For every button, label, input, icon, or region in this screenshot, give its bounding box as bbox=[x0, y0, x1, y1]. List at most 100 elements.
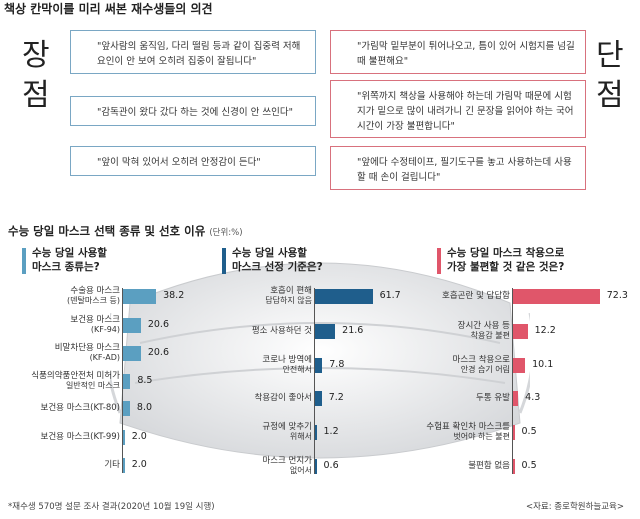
chart2-value-label: 21.6 bbox=[342, 325, 364, 336]
chart1-category-line: (KF-AD) bbox=[89, 353, 120, 362]
chart1-value-label: 38.2 bbox=[163, 290, 185, 301]
chart1-category-line: 보건용 마스크(KT-99) bbox=[40, 432, 120, 442]
chart2-category-line: 착용감이 좋아서 bbox=[254, 393, 312, 403]
chart3-title-line-2: 가장 불편할 것 같은 것은? bbox=[447, 261, 565, 273]
chart1-bar bbox=[123, 346, 141, 361]
pro-opinion-2: "감독관이 왔다 갔다 하는 것에 신경이 안 쓰인다" bbox=[70, 96, 316, 126]
chart3-value-label: 0.5 bbox=[521, 460, 537, 471]
chart2-category-line: 마스크 먼지가 bbox=[262, 456, 312, 466]
con-opinion-1: "가림막 밑부분이 튀어나오고, 틈이 있어 시험지를 넘길 때 불편해요" bbox=[330, 30, 586, 74]
chart1-category-label: 보건용 마스크(KT-80) bbox=[41, 403, 120, 413]
chart1-category-label: 보건용 마스크 (KF-94) bbox=[70, 315, 120, 335]
chart2-bar bbox=[315, 324, 336, 339]
chart1-value-label: 2.0 bbox=[131, 431, 147, 442]
chart3-value-label: 0.5 bbox=[521, 426, 537, 437]
chart2-category-label: 착용감이 좋아서 bbox=[255, 393, 312, 403]
survey-footnote: *재수생 570명 설문 조사 결과(2020년 10월 19일 시행) bbox=[8, 502, 215, 512]
chart1-category-line: (덴탈마스크 등) bbox=[67, 296, 120, 305]
chart3-title-line-1: 수능 당일 마스크 착용으로 bbox=[447, 247, 565, 259]
chart2-bar bbox=[315, 358, 323, 373]
chart1-category-label: 수술용 마스크 (덴탈마스크 등) bbox=[67, 286, 120, 306]
chart3-axis bbox=[512, 288, 513, 474]
chart2-value-label: 0.6 bbox=[323, 460, 339, 471]
chart1-category-line: 보건용 마스크 bbox=[70, 315, 120, 325]
chart1-category-line: 식품의약품안전처 미허가 bbox=[31, 371, 120, 381]
chart3-category-line: 벗어야 하는 불편 bbox=[453, 432, 510, 441]
pro-opinion-3: "앞이 막혀 있어서 오히려 안정감이 든다" bbox=[70, 146, 316, 176]
chart2-title-line-2: 마스크 선정 기준은? bbox=[232, 261, 323, 273]
chart3-value-label: 4.3 bbox=[525, 392, 541, 403]
chart2-category-line: 호흡이 편해 bbox=[270, 286, 312, 296]
chart1-value-label: 2.0 bbox=[131, 459, 147, 470]
chart1-bar bbox=[123, 430, 125, 445]
chart3-bar bbox=[513, 324, 528, 339]
source-credit: <자료: 종로학원하늘교육> bbox=[525, 502, 624, 512]
pro-opinion-1: "앞사람의 움직임, 다리 떨림 등과 같이 집중력 저해 요인이 안 보여 오… bbox=[70, 30, 316, 74]
chart3-category-label: 마스크 착용으로 안경 습기 어림 bbox=[453, 355, 510, 375]
chart2-bar bbox=[315, 289, 373, 304]
chart3-category-line: 호흡곤란 및 답답함 bbox=[442, 291, 510, 301]
chart-section-title-text: 수능 당일 마스크 선택 종류 및 선호 이유 bbox=[8, 224, 206, 238]
chart2-bar bbox=[315, 459, 317, 474]
chart3-category-line: 두통 유발 bbox=[476, 393, 510, 403]
chart3-title: 수능 당일 마스크 착용으로 가장 불편할 것 같은 것은? bbox=[437, 246, 564, 274]
con-opinion-3: "앞에다 수정테이프, 필기도구를 놓고 사용하는데 사용할 때 손이 걸립니다… bbox=[330, 146, 586, 190]
con-opinion-2: "위쪽까지 책상을 사용해야 하는데 가림막 때문에 시험지가 밑으로 많이 내… bbox=[330, 80, 586, 138]
chart2-title-line-1: 수능 당일 사용할 bbox=[232, 247, 307, 259]
chart2-category-line: 답답하지 않음 bbox=[265, 296, 312, 305]
chart1-category-label: 기타 bbox=[104, 460, 120, 470]
chart2-category-label: 호흡이 편해 답답하지 않음 bbox=[265, 286, 312, 306]
chart2-category-line: 규정에 맞추기 bbox=[262, 422, 312, 432]
cons-label-char-2: 점 bbox=[596, 78, 624, 113]
cons-label-char-1: 단 bbox=[596, 38, 624, 73]
chart2-category-line: 위해서 bbox=[289, 432, 312, 441]
chart1-category-line: 기타 bbox=[104, 460, 120, 470]
chart3-category-line: 수험표 확인차 마스크를 bbox=[426, 422, 510, 432]
chart3-category-label: 장시간 사용 등 착용감 불편 bbox=[458, 321, 510, 341]
infographic-title: 책상 칸막이를 미리 써본 재수생들의 의견 bbox=[4, 2, 213, 16]
chart1-category-label: 식품의약품안전처 미허가 일반적인 마스크 bbox=[31, 371, 120, 391]
pros-label-char-2: 점 bbox=[22, 78, 50, 113]
chart1-axis bbox=[122, 288, 123, 473]
chart3-category-line: 장시간 사용 등 bbox=[457, 321, 510, 331]
chart1-bar bbox=[123, 318, 141, 333]
chart2-bar bbox=[315, 391, 322, 406]
chart1-value-label: 8.5 bbox=[137, 375, 153, 386]
chart1-bar bbox=[123, 374, 131, 389]
chart3-category-line: 안경 습기 어림 bbox=[460, 365, 510, 374]
chart3-category-line: 마스크 착용으로 bbox=[452, 355, 510, 365]
chart2-bar bbox=[315, 425, 317, 440]
chart3-category-line: 불편함 없음 bbox=[468, 461, 510, 471]
chart1-category-line: 보건용 마스크(KT-80) bbox=[40, 403, 120, 413]
chart2-category-label: 규정에 맞추기 위해서 bbox=[262, 422, 312, 442]
chart3-bar bbox=[513, 289, 600, 304]
chart3-category-label: 호흡곤란 및 답답함 bbox=[442, 291, 510, 301]
chart2-axis bbox=[314, 288, 315, 474]
chart1-value-label: 20.6 bbox=[147, 347, 169, 358]
chart2-title: 수능 당일 사용할 마스크 선정 기준은? bbox=[222, 246, 323, 274]
chart3-bar bbox=[513, 425, 515, 440]
chart2-category-label: 마스크 먼지가 없어서 bbox=[262, 456, 312, 476]
chart3-value-label: 10.1 bbox=[532, 359, 554, 370]
chart1-category-label: 보건용 마스크(KT-99) bbox=[41, 432, 120, 442]
chart1-category-line: (KF-94) bbox=[90, 325, 120, 334]
chart3-value-label: 72.3 bbox=[606, 290, 628, 301]
chart1-bar bbox=[123, 458, 125, 473]
chart2-value-label: 1.2 bbox=[323, 426, 339, 437]
chart3-bar bbox=[513, 459, 515, 474]
chart2-category-label: 코로나 방역에 안전해서 bbox=[262, 355, 312, 375]
chart2-value-label: 7.2 bbox=[328, 392, 344, 403]
chart3-value-label: 12.2 bbox=[534, 325, 556, 336]
chart3-category-line: 착용감 불편 bbox=[470, 331, 510, 340]
chart1-title-line-2: 마스크 종류는? bbox=[32, 261, 100, 273]
chart3-bar bbox=[513, 358, 526, 373]
chart3-bar bbox=[513, 391, 519, 406]
chart3-category-label: 불편함 없음 bbox=[468, 461, 510, 471]
chart2-value-label: 7.8 bbox=[329, 359, 345, 370]
chart1-value-label: 8.0 bbox=[136, 402, 153, 413]
chart2-category-line: 평소 사용하던 것 bbox=[251, 326, 312, 336]
chart1-title-line-1: 수능 당일 사용할 bbox=[32, 247, 107, 259]
chart1-title: 수능 당일 사용할 마스크 종류는? bbox=[22, 246, 107, 274]
chart3-category-label: 두통 유발 bbox=[476, 393, 510, 403]
chart1-category-line: 수술용 마스크 bbox=[70, 286, 120, 296]
